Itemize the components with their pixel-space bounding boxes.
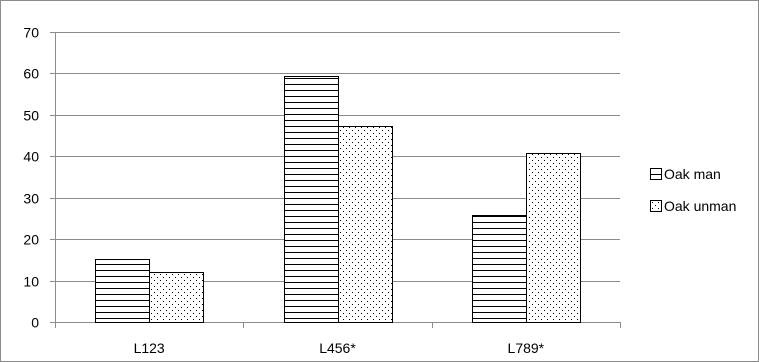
- y-tick-label: 70: [23, 25, 39, 41]
- category-labels: L123 L456* L789*: [134, 340, 545, 356]
- y-tick-labels: 0 10 20 30 40 50 60 70: [23, 25, 39, 331]
- bar-horizontal-lines: [472, 215, 527, 323]
- y-tick-label: 60: [23, 66, 39, 82]
- legend: Oak man Oak unman: [650, 166, 736, 214]
- bar-dots: [149, 272, 204, 323]
- legend-swatch: [650, 200, 662, 212]
- bar-horizontal-lines: [95, 259, 150, 323]
- y-tick-label: 50: [23, 108, 39, 124]
- y-tick-label: 30: [23, 191, 39, 207]
- y-tick-label: 20: [23, 232, 39, 248]
- legend-swatch: [650, 168, 662, 180]
- y-tick-label: 10: [23, 274, 39, 290]
- bar-dots: [338, 126, 393, 323]
- y-tick-label: 0: [31, 315, 39, 331]
- bars: [95, 76, 581, 323]
- x-category-label: L789*: [508, 340, 545, 356]
- x-category-label: L456*: [319, 340, 356, 356]
- bar-dots: [526, 153, 581, 323]
- x-category-label: L123: [134, 340, 165, 356]
- legend-label: Oak unman: [664, 198, 736, 214]
- y-tick-label: 40: [23, 149, 39, 165]
- bar-horizontal-lines: [284, 76, 339, 323]
- legend-label: Oak man: [664, 166, 721, 182]
